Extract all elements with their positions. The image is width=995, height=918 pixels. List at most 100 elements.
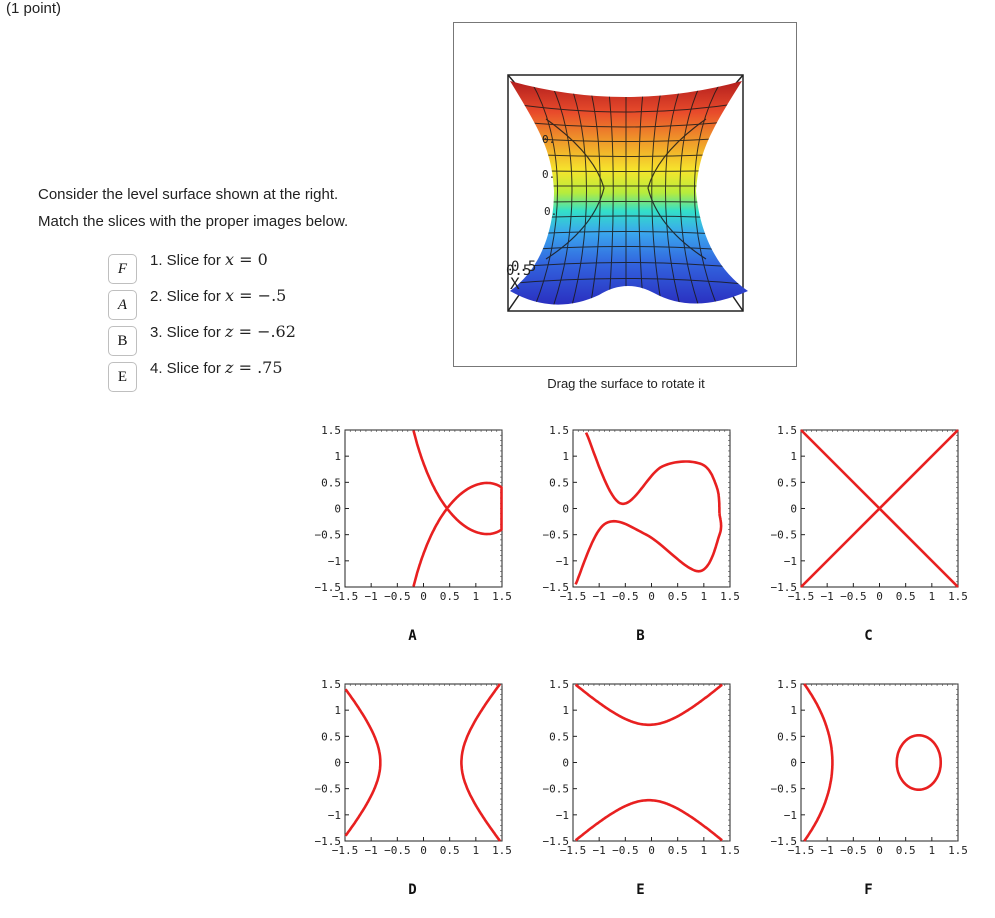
y-tick-label: 1 xyxy=(562,450,569,463)
y-tick-label: −1.5 xyxy=(543,835,570,848)
y-tick-label: 0.5 xyxy=(321,730,341,743)
y-tick-label: 1.5 xyxy=(777,424,797,437)
plot-frame xyxy=(344,683,503,842)
question-text-2: 2. Slice for x = −.5 xyxy=(150,286,287,305)
y-tick-label: −0.5 xyxy=(543,529,570,542)
x-tick-label: 0.5 xyxy=(668,590,688,603)
x-tick-label: 1 xyxy=(701,844,708,857)
slice-curve xyxy=(895,734,942,791)
intro-line-2: Match the slices with the proper images … xyxy=(38,213,349,230)
question-text-1: 1. Slice for x = 0 xyxy=(150,250,268,269)
answer-box-2[interactable]: A xyxy=(108,290,137,320)
y-tick-label: −1.5 xyxy=(771,581,798,594)
y-tick-label: 1.5 xyxy=(321,678,341,691)
x-tick-label: −0.5 xyxy=(612,590,639,603)
y-tick-label: −1 xyxy=(328,555,341,568)
slice-curve xyxy=(344,688,382,837)
x-tick-label: 0.5 xyxy=(668,844,688,857)
x-tick-label: 1 xyxy=(473,590,480,603)
question-var-3: z xyxy=(225,322,234,341)
surface-viewer[interactable]: 0. 0. 0. 0.5 0.5 X xyxy=(453,22,797,367)
y-tick-label: 0.5 xyxy=(777,476,797,489)
slice-curve xyxy=(803,683,834,842)
x-tick-label: 0.5 xyxy=(896,844,916,857)
y-tick-label: 0 xyxy=(790,503,797,516)
question-var-2: x xyxy=(225,286,235,305)
question-label-1: 1. Slice for xyxy=(150,252,221,269)
plot-f: 1.5 1 0.5 0 −0.5 −1 −1.5−1.5 −1 −0.5 0 0.5 1 1.5 F xyxy=(771,678,968,898)
x-tick-label: −1 xyxy=(593,844,606,857)
x-tick-label: 0.5 xyxy=(440,590,460,603)
y-tick-label: 0.5 xyxy=(777,730,797,743)
question-label-3: 3. Slice for xyxy=(150,324,221,341)
x-tick-label: −1.5 xyxy=(332,844,359,857)
y-tick-label: −1.5 xyxy=(315,581,342,594)
x-tick-label: −0.5 xyxy=(384,590,411,603)
plot-c: 1.5 1 0.5 0 −0.5 −1 −1.5−1.5 −1 −0.5 0 0.5 1 1.5 C xyxy=(771,424,968,644)
question-value-2: −.5 xyxy=(257,286,287,305)
plot-frame xyxy=(800,683,959,842)
y-tick-label: −1 xyxy=(556,555,569,568)
answer-box-4[interactable]: E xyxy=(108,362,137,392)
y-tick-label: −1 xyxy=(784,555,797,568)
y-tick-label: 0 xyxy=(334,503,341,516)
question-value-4: .75 xyxy=(257,358,283,377)
plot-label: A xyxy=(408,628,417,644)
x-tick-label: 0 xyxy=(648,844,655,857)
plot-d: 1.5 1 0.5 0 −0.5 −1 −1.5−1.5 −1 −0.5 0 0.5 1 1.5 D xyxy=(315,678,512,898)
axis-label-x: X xyxy=(510,274,520,293)
axis-label-2: 0. xyxy=(542,168,555,181)
question-var-4: z xyxy=(225,358,234,377)
slice-curve xyxy=(800,429,959,588)
plot-e: 1.5 1 0.5 0 −0.5 −1 −1.5−1.5 −1 −0.5 0 0.5 1 1.5 E xyxy=(543,678,740,898)
question-text-4: 4. Slice for z = .75 xyxy=(150,358,283,377)
x-tick-label: 0 xyxy=(876,844,883,857)
plot-b: 1.5 1 0.5 0 −0.5 −1 −1.5−1.5 −1 −0.5 0 0.5 1 1.5 B xyxy=(543,424,740,644)
x-tick-label: 0.5 xyxy=(896,590,916,603)
y-tick-label: −0.5 xyxy=(315,783,342,796)
x-tick-label: 0 xyxy=(420,590,427,603)
plot-label: F xyxy=(864,882,872,898)
x-tick-label: −1 xyxy=(821,590,834,603)
y-tick-label: −0.5 xyxy=(315,529,342,542)
x-tick-label: −0.5 xyxy=(384,844,411,857)
x-tick-label: −1 xyxy=(821,844,834,857)
x-tick-label: 0.5 xyxy=(440,844,460,857)
x-tick-label: −1 xyxy=(593,590,606,603)
points-label: (1 point) xyxy=(6,0,62,17)
x-tick-label: −0.5 xyxy=(840,590,867,603)
answer-box-1[interactable]: F xyxy=(108,254,137,284)
surface-box xyxy=(507,74,744,312)
y-tick-label: 0 xyxy=(334,757,341,770)
y-tick-label: 1 xyxy=(790,450,797,463)
x-tick-label: 1.5 xyxy=(492,844,512,857)
surface-canvas[interactable]: 0. 0. 0. 0.5 0.5 X xyxy=(454,23,796,366)
y-tick-label: 1.5 xyxy=(549,424,569,437)
y-tick-label: −1 xyxy=(328,809,341,822)
slice-curve xyxy=(574,683,723,727)
question-label-4: 4. Slice for xyxy=(150,360,221,377)
slice-curve xyxy=(574,798,723,842)
answer-box-3[interactable]: B xyxy=(108,326,137,356)
y-tick-label: 1 xyxy=(562,704,569,717)
y-tick-label: −1 xyxy=(784,809,797,822)
y-tick-label: −0.5 xyxy=(771,783,798,796)
axis-label-1: 0. xyxy=(542,133,555,146)
y-tick-label: 1 xyxy=(790,704,797,717)
x-tick-label: 1.5 xyxy=(948,844,968,857)
x-tick-label: −1.5 xyxy=(332,590,359,603)
plot-label: C xyxy=(864,628,872,644)
question-value-3: −.62 xyxy=(257,322,296,341)
y-tick-label: 1.5 xyxy=(549,678,569,691)
drag-caption: Drag the surface to rotate it xyxy=(547,376,705,391)
x-tick-label: 0 xyxy=(876,590,883,603)
axis-ticks: 0. 0. 0. 0.5 0.5 X xyxy=(506,133,557,293)
x-tick-label: −0.5 xyxy=(840,844,867,857)
axis-label-4: 0.5 xyxy=(511,259,536,275)
y-tick-label: 1 xyxy=(334,704,341,717)
slice-curve xyxy=(460,683,502,842)
x-tick-label: −1 xyxy=(365,844,378,857)
x-tick-label: 0 xyxy=(420,844,427,857)
x-tick-label: −0.5 xyxy=(612,844,639,857)
x-tick-label: 1.5 xyxy=(492,590,512,603)
